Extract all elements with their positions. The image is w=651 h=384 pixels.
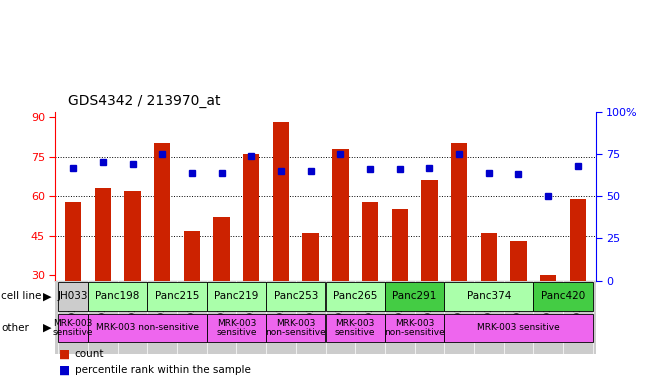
Text: ■: ■: [59, 348, 70, 361]
Text: other: other: [1, 323, 29, 333]
Text: Panc420: Panc420: [541, 291, 585, 301]
Text: percentile rank within the sample: percentile rank within the sample: [75, 365, 251, 375]
Text: count: count: [75, 349, 104, 359]
Bar: [266, 282, 326, 311]
Text: GSM924991: GSM924991: [217, 284, 226, 335]
Bar: [421, 180, 437, 355]
Text: GSM924978: GSM924978: [365, 284, 374, 335]
Bar: [480, 233, 497, 355]
Bar: [88, 282, 147, 311]
Text: GSM924995: GSM924995: [158, 284, 167, 335]
Bar: [243, 154, 260, 355]
Text: GSM924994: GSM924994: [395, 284, 404, 335]
Text: GSM924992: GSM924992: [98, 284, 107, 335]
Bar: [88, 314, 207, 342]
Text: Panc198: Panc198: [96, 291, 140, 301]
Bar: [326, 282, 385, 311]
Text: ■: ■: [59, 363, 70, 376]
Bar: [184, 230, 200, 355]
Bar: [444, 314, 592, 342]
Text: GSM924990: GSM924990: [277, 284, 286, 335]
Bar: [214, 217, 230, 355]
Text: GSM924983: GSM924983: [454, 284, 464, 335]
Text: GSM924989: GSM924989: [247, 284, 256, 335]
Text: GSM924979: GSM924979: [306, 284, 315, 335]
Text: Panc215: Panc215: [155, 291, 199, 301]
Text: ▶: ▶: [43, 323, 52, 333]
Bar: [451, 143, 467, 355]
Text: MRK-003 sensitive: MRK-003 sensitive: [477, 323, 560, 333]
Bar: [124, 191, 141, 355]
Bar: [147, 282, 207, 311]
Bar: [59, 282, 88, 311]
Bar: [154, 143, 171, 355]
Bar: [94, 188, 111, 355]
Bar: [326, 314, 385, 342]
Text: GSM924985: GSM924985: [187, 284, 197, 335]
Text: MRK-003
non-sensitive: MRK-003 non-sensitive: [384, 319, 445, 337]
Text: MRK-003
sensitive: MRK-003 sensitive: [335, 319, 376, 337]
Text: GSM924980: GSM924980: [425, 284, 434, 335]
Text: GSM924982: GSM924982: [336, 284, 345, 335]
Bar: [207, 314, 266, 342]
Text: Panc253: Panc253: [273, 291, 318, 301]
Bar: [303, 233, 319, 355]
Text: Panc219: Panc219: [214, 291, 258, 301]
Text: Panc265: Panc265: [333, 291, 378, 301]
Bar: [332, 149, 348, 355]
Text: MRK-003
sensitive: MRK-003 sensitive: [216, 319, 256, 337]
Text: MRK-003
sensitive: MRK-003 sensitive: [53, 319, 93, 337]
Text: GDS4342 / 213970_at: GDS4342 / 213970_at: [68, 94, 221, 108]
Text: GSM924987: GSM924987: [128, 284, 137, 335]
Text: GSM924984: GSM924984: [514, 284, 523, 335]
Bar: [65, 202, 81, 355]
Bar: [510, 241, 527, 355]
Bar: [533, 282, 592, 311]
Text: GSM924981: GSM924981: [484, 284, 493, 335]
Bar: [391, 209, 408, 355]
Bar: [444, 282, 533, 311]
Text: MRK-003
non-sensitive: MRK-003 non-sensitive: [266, 319, 326, 337]
Bar: [266, 314, 326, 342]
Text: JH033: JH033: [58, 291, 89, 301]
Bar: [540, 275, 557, 355]
Bar: [207, 282, 266, 311]
Text: Panc291: Panc291: [393, 291, 437, 301]
Text: cell line: cell line: [1, 291, 42, 301]
Text: ▶: ▶: [43, 291, 52, 301]
Bar: [273, 122, 289, 355]
Bar: [570, 199, 586, 355]
Text: GSM924993: GSM924993: [574, 284, 583, 335]
Text: GSM924988: GSM924988: [544, 284, 553, 335]
Text: GSM924986: GSM924986: [68, 284, 77, 335]
Bar: [385, 282, 444, 311]
Bar: [59, 314, 88, 342]
Bar: [362, 202, 378, 355]
Bar: [385, 314, 444, 342]
Bar: [55, 281, 596, 354]
Text: Panc374: Panc374: [467, 291, 511, 301]
Text: MRK-003 non-sensitive: MRK-003 non-sensitive: [96, 323, 199, 333]
